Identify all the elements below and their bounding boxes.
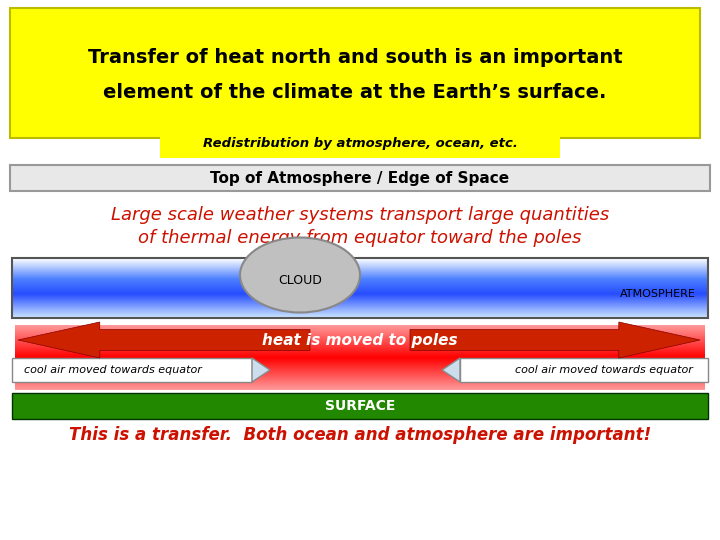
Text: Large scale weather systems transport large quantities: Large scale weather systems transport la… — [111, 206, 609, 224]
Bar — [10, 8, 700, 138]
Bar — [12, 393, 708, 419]
Polygon shape — [442, 358, 460, 382]
Bar — [12, 258, 708, 318]
Ellipse shape — [240, 238, 360, 313]
Text: SURFACE: SURFACE — [325, 399, 395, 413]
Text: ATMOSPHERE: ATMOSPHERE — [620, 289, 696, 299]
Text: Redistribution by atmosphere, ocean, etc.: Redistribution by atmosphere, ocean, etc… — [202, 138, 518, 151]
Polygon shape — [252, 358, 270, 382]
Text: This is a transfer.  Both ocean and atmosphere are important!: This is a transfer. Both ocean and atmos… — [69, 426, 651, 444]
Text: Top of Atmosphere / Edge of Space: Top of Atmosphere / Edge of Space — [210, 171, 510, 186]
Bar — [460, 358, 708, 382]
Bar — [160, 130, 560, 158]
Text: heat is moved to poles: heat is moved to poles — [262, 333, 458, 348]
Bar — [10, 165, 710, 191]
Bar — [12, 358, 252, 382]
Text: of thermal energy from equator toward the poles: of thermal energy from equator toward th… — [138, 229, 582, 247]
Text: CLOUD: CLOUD — [278, 273, 322, 287]
Polygon shape — [18, 322, 310, 358]
Text: Transfer of heat north and south is an important: Transfer of heat north and south is an i… — [88, 48, 622, 67]
Text: cool air moved towards equator: cool air moved towards equator — [24, 365, 202, 375]
Text: element of the climate at the Earth’s surface.: element of the climate at the Earth’s su… — [103, 83, 607, 102]
Text: cool air moved towards equator: cool air moved towards equator — [515, 365, 693, 375]
Polygon shape — [410, 322, 700, 358]
